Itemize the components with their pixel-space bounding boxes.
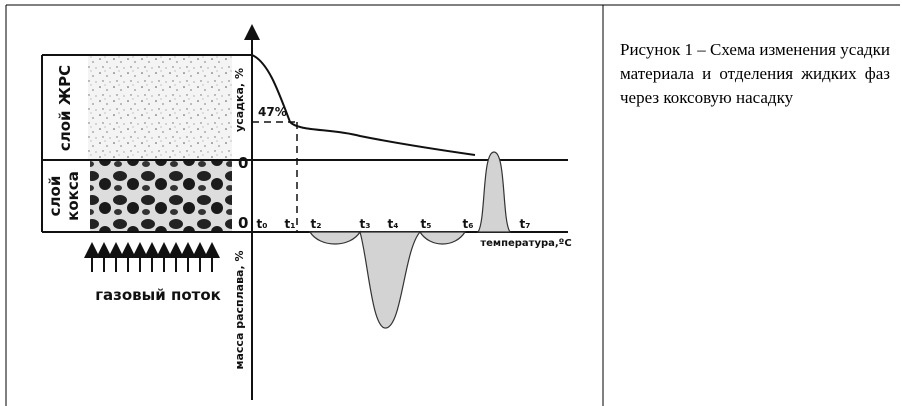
- temperature-point: t₄: [388, 217, 399, 231]
- ore-layer: [88, 55, 232, 160]
- zero-label: 0: [238, 154, 248, 172]
- temperature-point: t₅: [421, 217, 432, 231]
- coke-layer: [90, 160, 232, 232]
- temperature-point: t₁: [285, 217, 296, 231]
- layer-label: слой ЖРС: [56, 65, 74, 151]
- page: слой ЖРС слой кокса газовый поток усадка…: [0, 0, 902, 406]
- temperature-point: t₂: [311, 217, 322, 231]
- temperature-point: t₆: [463, 217, 474, 231]
- temperature-point: t₀: [257, 217, 268, 231]
- axis-label: усадка, %: [233, 68, 246, 132]
- temperature-point: t₇: [520, 217, 531, 231]
- value-label: 47%: [258, 105, 287, 119]
- melt-dips: [310, 232, 465, 328]
- caption: Рисунок 1 – Схема изменения усадки матер…: [620, 38, 890, 110]
- zero-label: 0: [238, 214, 248, 232]
- gas-flow-label: газовый поток: [95, 286, 221, 304]
- gas-arrows: [92, 250, 212, 272]
- layer-label: кокса: [64, 171, 82, 221]
- layer-label: слой: [46, 176, 64, 217]
- dashed-guides: [252, 122, 297, 232]
- axis-label: масса расплава, %: [233, 250, 246, 369]
- axis-label: температура,ºС: [480, 238, 571, 249]
- melt-peak: [478, 152, 510, 232]
- temperature-point: t₃: [360, 217, 371, 231]
